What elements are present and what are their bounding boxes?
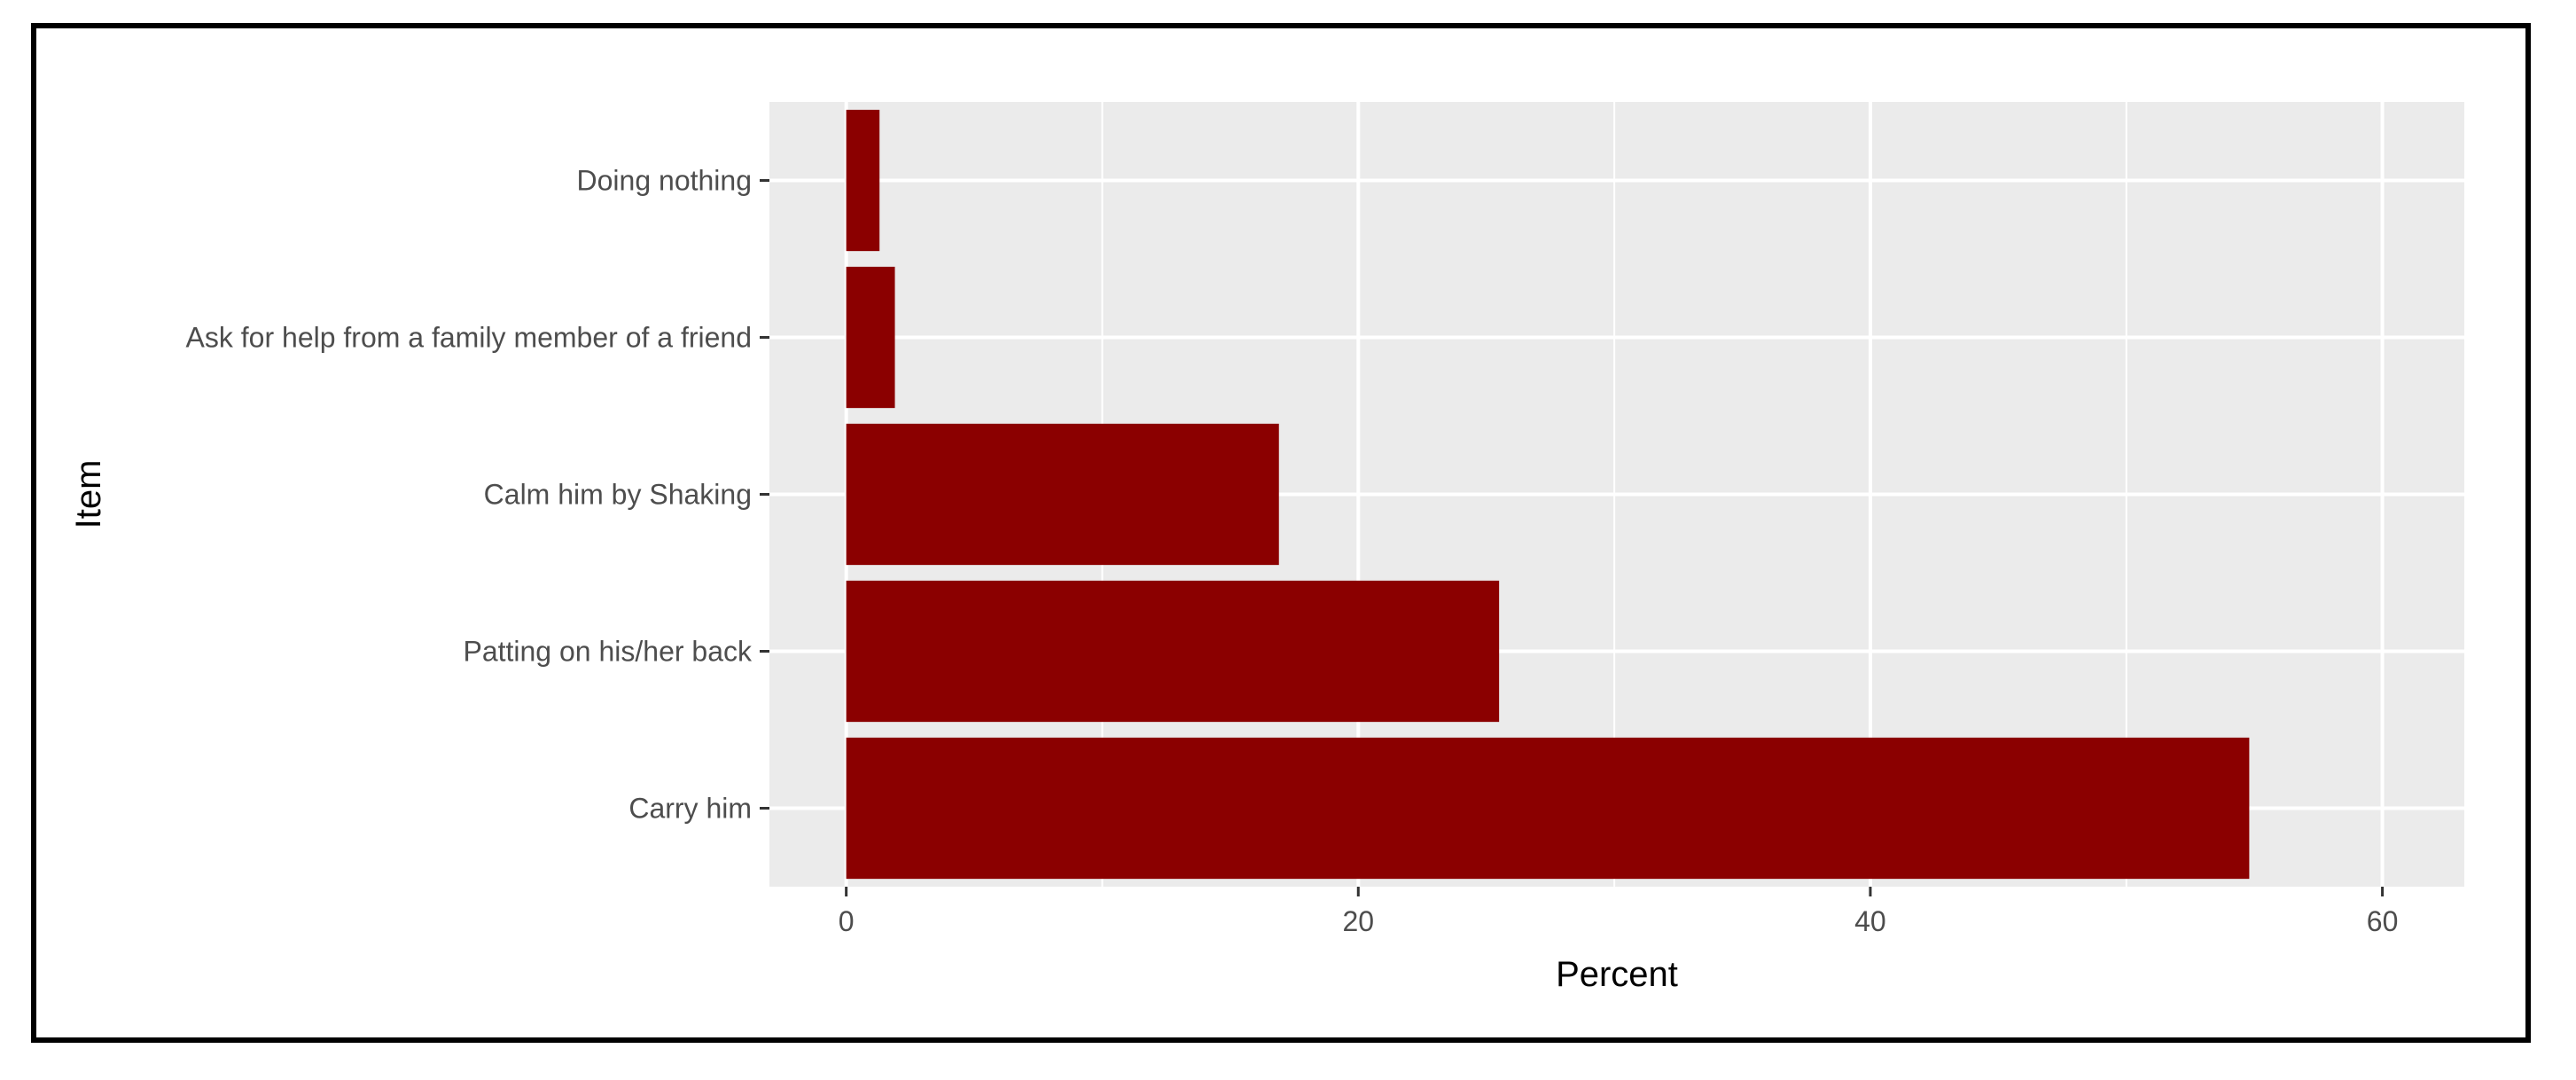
x-axis-ticks: 0 20 40 60 [839, 887, 2399, 937]
bar [846, 266, 895, 409]
y-tick-label: Patting on his/her back [463, 636, 753, 668]
y-axis-title: Item [69, 460, 108, 529]
bar [846, 109, 880, 252]
y-tick-label: Ask for help from a family member of a f… [186, 322, 752, 354]
x-axis-title: Percent [1556, 955, 1678, 994]
bar [846, 423, 1279, 566]
y-tick-label: Doing nothing [577, 165, 752, 197]
x-tick-label: 0 [839, 905, 855, 937]
bar [846, 580, 1500, 723]
y-tick-label: Carry him [628, 793, 752, 825]
x-tick-label: 40 [1854, 905, 1886, 937]
y-axis-ticks: Doing nothing Ask for help from a family … [186, 165, 769, 825]
y-tick-label: Calm him by Shaking [484, 479, 752, 511]
x-tick-label: 20 [1342, 905, 1374, 937]
bars [846, 109, 2250, 880]
bar [846, 737, 2250, 880]
x-tick-label: 60 [2367, 905, 2399, 937]
